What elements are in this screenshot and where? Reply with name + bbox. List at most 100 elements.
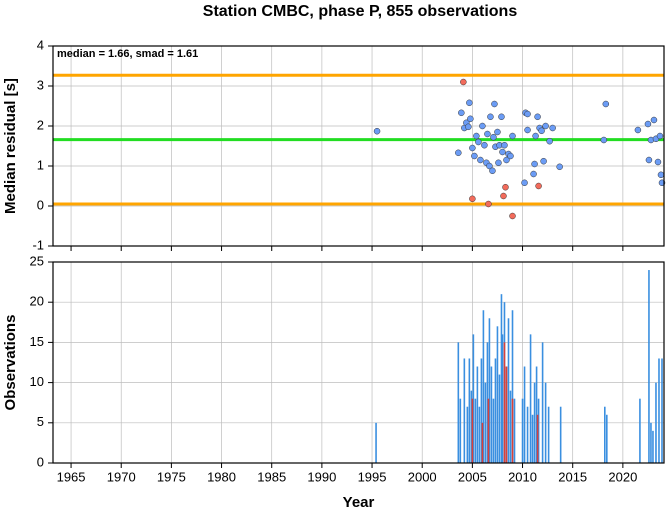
plot-frame (52, 45, 665, 247)
bar (481, 422, 484, 463)
point (634, 126, 642, 134)
point (455, 149, 462, 157)
x-tick-label: 1990 (307, 469, 336, 484)
bar (661, 358, 663, 463)
bar (639, 398, 641, 463)
point (556, 163, 563, 171)
point (491, 100, 498, 108)
bar (480, 358, 483, 463)
bar (536, 414, 539, 463)
point (473, 132, 480, 140)
point (373, 127, 381, 135)
bar (468, 358, 471, 463)
x-tick-label: 1970 (107, 469, 136, 484)
bar (650, 422, 652, 463)
y-tick-label: 5 (37, 414, 44, 429)
point (499, 148, 506, 156)
point (466, 99, 473, 107)
point (521, 179, 528, 187)
y-axis-label: Observations (2, 315, 19, 411)
bar (500, 294, 503, 463)
bar (457, 342, 460, 463)
x-tick-label: 1995 (358, 469, 387, 484)
annotation: median = 1.66, smad = 1.61 (57, 48, 198, 60)
point (602, 100, 610, 108)
plot-frame (52, 261, 665, 464)
point (509, 132, 516, 140)
bar (652, 430, 654, 463)
x-tick-label: 2015 (558, 469, 587, 484)
point (535, 182, 542, 190)
bar (490, 366, 493, 463)
point (489, 167, 496, 175)
point (657, 171, 665, 179)
bar (544, 382, 547, 463)
x-tick-label: 1980 (207, 469, 236, 484)
point (530, 170, 537, 178)
bar (459, 398, 462, 463)
bar (526, 406, 529, 463)
bar (529, 334, 532, 463)
bar (484, 382, 487, 463)
point (538, 127, 545, 135)
bar (471, 398, 474, 463)
point (471, 152, 478, 160)
y-tick-label: 1 (37, 157, 44, 172)
point (656, 132, 664, 140)
point (484, 130, 491, 138)
point (486, 162, 493, 170)
x-axis-label: Year (343, 494, 375, 511)
x-tick-label: 2000 (408, 469, 437, 484)
bar (606, 414, 608, 463)
bar (503, 342, 506, 463)
point (524, 126, 531, 134)
bar (535, 366, 538, 463)
bar (476, 366, 479, 463)
bar (658, 358, 660, 463)
point (645, 156, 653, 164)
y-axis-label: Median residual [s] (2, 78, 19, 214)
bar (648, 270, 650, 463)
point (485, 200, 492, 208)
bar (487, 398, 490, 463)
point (507, 152, 514, 160)
point (469, 195, 476, 203)
point (546, 137, 553, 145)
point (494, 128, 501, 136)
point (500, 192, 507, 200)
point (495, 159, 502, 167)
y-tick-label: 10 (30, 374, 44, 389)
point (475, 138, 482, 146)
bar (463, 358, 466, 463)
point (600, 136, 608, 144)
bar (486, 342, 489, 463)
y-tick-label: 20 (30, 294, 44, 309)
point (524, 110, 531, 118)
point (477, 156, 484, 164)
point (650, 116, 658, 124)
bar (511, 398, 514, 463)
y-tick-label: 0 (37, 454, 44, 469)
y-tick-label: 15 (30, 334, 44, 349)
y-tick-label: 0 (37, 197, 44, 212)
bar (521, 398, 524, 463)
point (542, 122, 549, 130)
bar (655, 382, 657, 463)
bar (492, 398, 495, 463)
bar (537, 398, 540, 463)
x-tick-label: 1985 (257, 469, 286, 484)
bar (472, 334, 475, 463)
bar (531, 414, 534, 463)
point (549, 124, 556, 132)
bar (505, 366, 508, 463)
bar (541, 342, 544, 463)
x-tick-label: 2005 (458, 469, 487, 484)
bar (533, 382, 536, 463)
y-tick-label: 25 (30, 253, 44, 268)
point (503, 156, 510, 164)
point (458, 109, 465, 117)
point (509, 212, 516, 220)
bar (470, 390, 473, 463)
point (498, 113, 505, 121)
point (502, 183, 509, 191)
